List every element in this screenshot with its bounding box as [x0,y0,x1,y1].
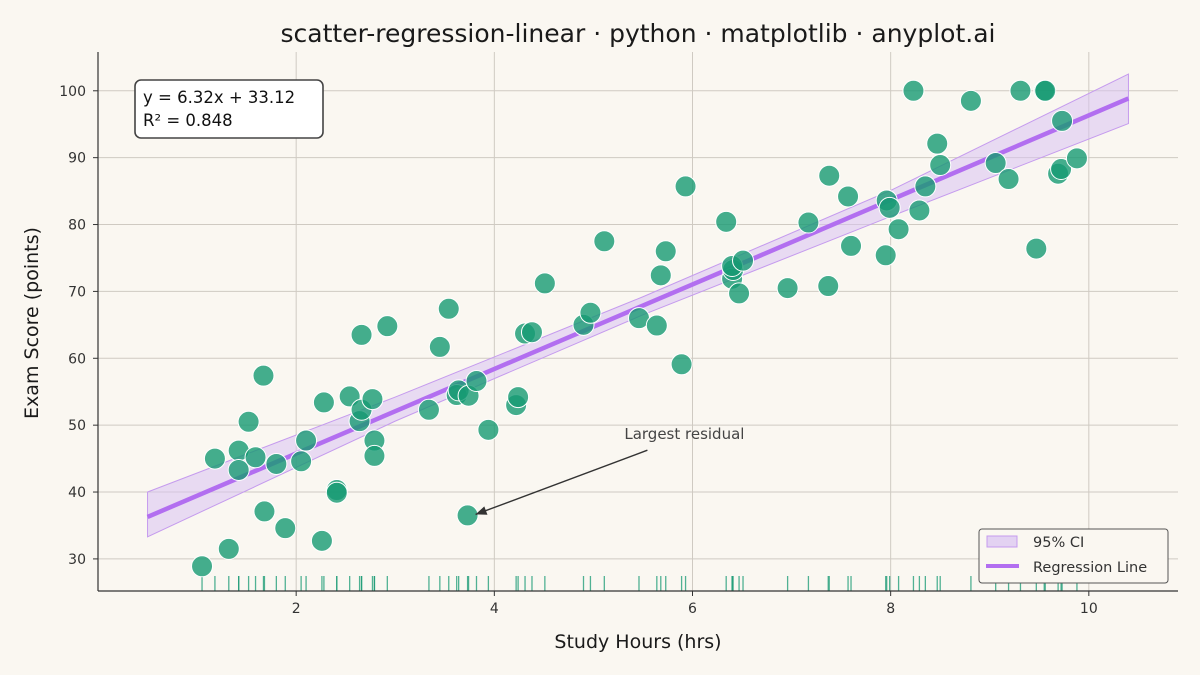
scatter-point-2 [217,537,240,560]
scatter-point-16 [325,481,348,504]
scatter-point-71 [997,168,1020,191]
scatter-point-66 [914,175,937,198]
x-axis-label: Study Hours (hrs) [554,631,721,653]
scatter-point-37 [520,321,543,344]
scatter-point-31 [456,504,479,527]
scatter-point-57 [818,164,841,187]
scatter-point-21 [361,388,384,411]
scatter-point-45 [654,240,677,263]
scatter-point-32 [465,370,488,393]
scatter-point-38 [533,272,556,295]
tick-labels: 2 4 6 8 10 30 40 50 60 70 80 90 100 [59,84,1097,617]
scatter-point-4 [227,458,250,481]
scatter-point-78 [1051,109,1074,132]
grid-lines [98,52,1178,591]
x-tick-label-6: 6 [688,601,697,617]
equation-text: y = 6.32x + 33.12 [143,88,295,107]
legend-line-label: Regression Line [1033,560,1147,576]
scatter-point-20 [350,323,373,346]
annotation-arrow-head [475,506,488,515]
scatter-point-53 [732,249,755,272]
scatter-point-27 [437,297,460,320]
y-tick-label-40: 40 [68,485,86,501]
r-squared-text: R² = 0.848 [143,111,233,130]
scatter-point-13 [310,529,333,552]
scatter-point-77 [1050,158,1073,181]
scatter-point-41 [593,230,616,253]
scatter-point-64 [902,79,925,102]
scatter-point-5 [237,410,260,433]
scatter-point-44 [649,264,672,287]
annotation-arrow-line [475,449,648,516]
scatter-point-75 [1034,79,1057,102]
scatter-point-40 [579,301,602,324]
scatter-point-79 [1065,147,1088,170]
scatter-point-59 [840,234,863,257]
scatter-point-25 [417,398,440,421]
scatter-point-63 [887,218,910,241]
scatter-point-6 [244,446,267,469]
scatter-point-72 [1009,79,1032,102]
x-tick-label-10: 10 [1080,601,1098,617]
scatter-point-65 [908,199,931,222]
scatter-point-9 [265,452,288,475]
x-tick-label-8: 8 [886,601,895,617]
scatter-point-1 [203,447,226,470]
scatter-point-68 [929,154,952,177]
scatter-point-35 [507,386,530,409]
legend-frame [978,528,1169,584]
axes [97,52,1178,592]
scatter-point-54 [776,277,799,300]
scatter-point-11 [290,450,313,473]
scatter-point-48 [715,210,738,233]
scatter-points [191,79,1088,578]
legend-ci-swatch [986,535,1018,548]
y-tick-label-30: 30 [68,552,86,568]
scatter-point-73 [1025,237,1048,260]
scatter-point-12 [295,429,318,452]
y-tick-label-90: 90 [68,151,86,167]
scatter-point-0 [191,555,214,578]
scatter-point-56 [817,275,840,298]
scatter-point-55 [797,211,820,234]
annotation: Largest residual [475,425,744,516]
scatter-point-69 [959,89,982,112]
x-tick-label-2: 2 [292,601,301,617]
chart-title: scatter-regression-linear · python · mat… [281,19,996,48]
legend-ci-label: 95% CI [1033,535,1084,551]
scatter-point-14 [312,391,335,414]
legend: 95% CI Regression Line [978,528,1169,584]
scatter-point-52 [728,282,751,305]
scatter-point-47 [674,175,697,198]
y-axis-label: Exam Score (points) [21,227,43,419]
scatter-point-33 [477,418,500,441]
scatter-point-60 [874,244,897,267]
y-tick-label-80: 80 [68,218,86,234]
scatter-point-24 [376,315,399,338]
scatter-point-67 [926,132,949,155]
y-tick-label-70: 70 [68,284,86,300]
scatter-point-23 [363,444,386,467]
scatter-point-58 [837,185,860,208]
y-tick-label-50: 50 [68,418,86,434]
x-tick-label-4: 4 [490,601,499,617]
scatter-point-26 [428,335,451,358]
equation-box-frame [134,79,324,139]
scatter-point-46 [670,353,693,376]
scatter-point-10 [274,517,297,540]
y-tick-label-60: 60 [68,351,86,367]
annotation-largest-residual: Largest residual [624,425,744,443]
scatter-point-7 [252,364,275,387]
y-tick-label-100: 100 [59,84,86,100]
scatter-point-70 [984,152,1007,175]
scatter-point-8 [253,500,276,523]
scatter-point-43 [645,314,668,337]
scatter-point-62 [878,196,901,219]
equation-box: y = 6.32x + 33.12 R² = 0.848 [134,79,324,139]
